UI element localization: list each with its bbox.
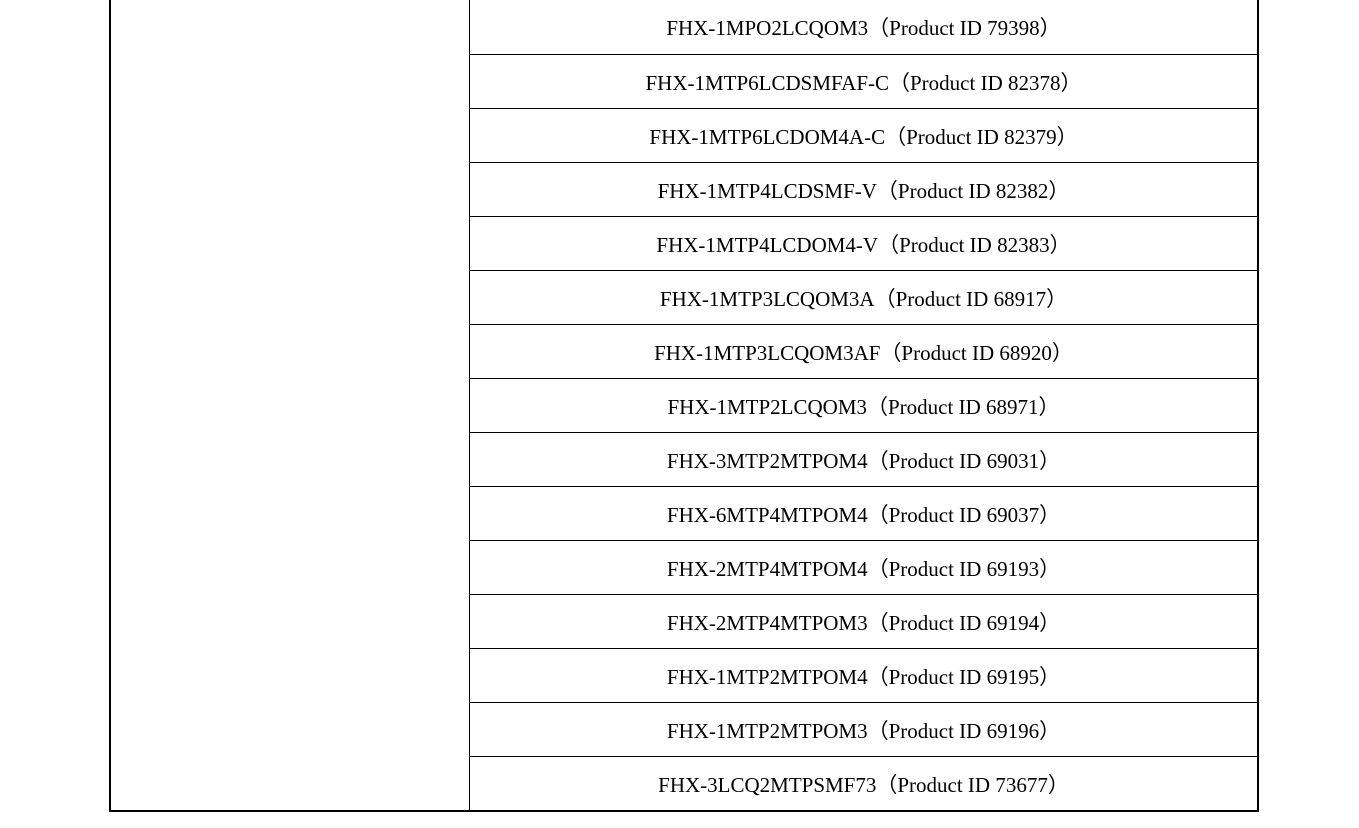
table-row: FHX-2MTP4MTPOM4（Product ID 69193） [470,540,1257,594]
table-row: FHX-1MTP2MTPOM3（Product ID 69196） [470,702,1257,756]
table-row: FHX-1MTP4LCDSMF-V（Product ID 82382） [470,162,1257,216]
table-row: FHX-1MTP3LCQOM3AF（Product ID 68920） [470,324,1257,378]
table-right-column: FHX-1MPO2LCQOM3（Product ID 79398）FHX-1MT… [469,0,1257,810]
table-row: FHX-3LCQ2MTPSMF73（Product ID 73677） [470,756,1257,810]
table-row: FHX-1MTP6LCDOM4A-C（Product ID 82379） [470,108,1257,162]
table-row: FHX-1MTP4LCDOM4-V（Product ID 82383） [470,216,1257,270]
table-row: FHX-2MTP4MTPOM3（Product ID 69194） [470,594,1257,648]
table-row: FHX-1MTP2MTPOM4（Product ID 69195） [470,648,1257,702]
table-left-column [111,0,469,810]
table-row: FHX-1MTP3LCQOM3A（Product ID 68917） [470,270,1257,324]
table-row: FHX-3MTP2MTPOM4（Product ID 69031） [470,432,1257,486]
table-row: FHX-1MPO2LCQOM3（Product ID 79398） [470,0,1257,54]
table-row: FHX-1MTP2LCQOM3（Product ID 68971） [470,378,1257,432]
table-row: FHX-6MTP4MTPOM4（Product ID 69037） [470,486,1257,540]
product-table: FHX-1MPO2LCQOM3（Product ID 79398）FHX-1MT… [109,0,1259,812]
table-row: FHX-1MTP6LCDSMFAF-C（Product ID 82378） [470,54,1257,108]
